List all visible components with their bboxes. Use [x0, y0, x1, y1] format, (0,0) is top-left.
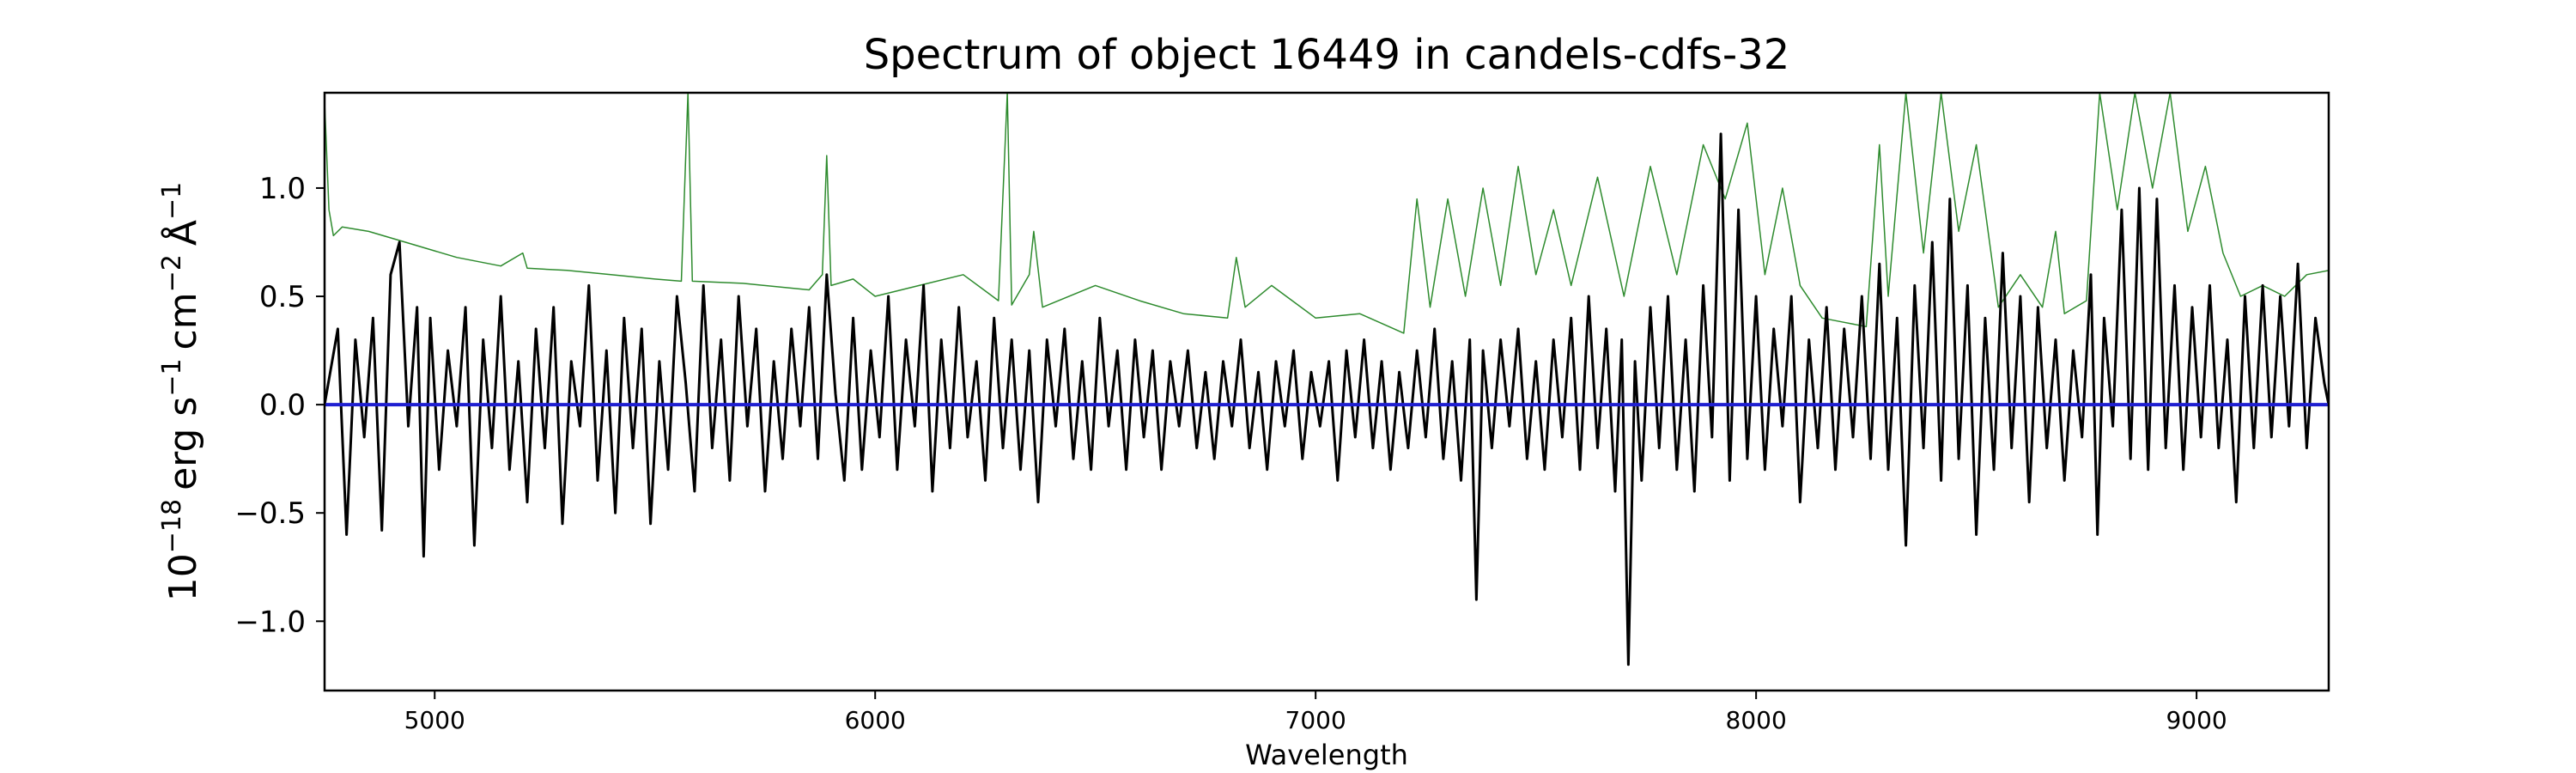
y-tick-label: −0.5 — [234, 496, 306, 531]
y-label-base: 10 — [161, 553, 205, 601]
flux-series-line — [325, 132, 2329, 666]
y-axis-label: 10−18erg s−1cm−2Å−1 — [157, 182, 205, 601]
x-tick-label: 6000 — [845, 706, 906, 734]
y-axis: 1.0 0.5 0.0 −0.5 −1.0 — [234, 172, 325, 639]
y-label-erg: erg s — [161, 397, 205, 490]
x-tick-label: 5000 — [404, 706, 465, 734]
x-tick-label: 7000 — [1285, 706, 1346, 734]
x-tick-label: 9000 — [2166, 706, 2227, 734]
y-tick-label: 0.5 — [259, 280, 306, 314]
y-label-exp-s: −1 — [157, 358, 187, 396]
series-layer — [325, 93, 2329, 666]
x-tick-label: 8000 — [1726, 706, 1787, 734]
y-tick-label: 0.0 — [259, 388, 306, 423]
chart-title: Spectrum of object 16449 in candels-cdfs… — [864, 31, 1790, 79]
x-axis: 5000 6000 7000 8000 9000 — [404, 691, 2227, 734]
y-label-exp-base: −18 — [157, 499, 187, 553]
y-tick-label: 1.0 — [259, 172, 306, 206]
y-label-cm: cm — [161, 292, 205, 350]
plot-frame — [323, 91, 2330, 692]
y-label-exp-cm: −2 — [157, 254, 187, 292]
y-tick-label: −1.0 — [234, 605, 306, 639]
x-axis-label: Wavelength — [1245, 739, 1408, 771]
error-series-line — [325, 93, 2329, 334]
y-label-exp-angstrom: −1 — [157, 182, 187, 220]
y-label-angstrom: Å — [160, 220, 205, 246]
